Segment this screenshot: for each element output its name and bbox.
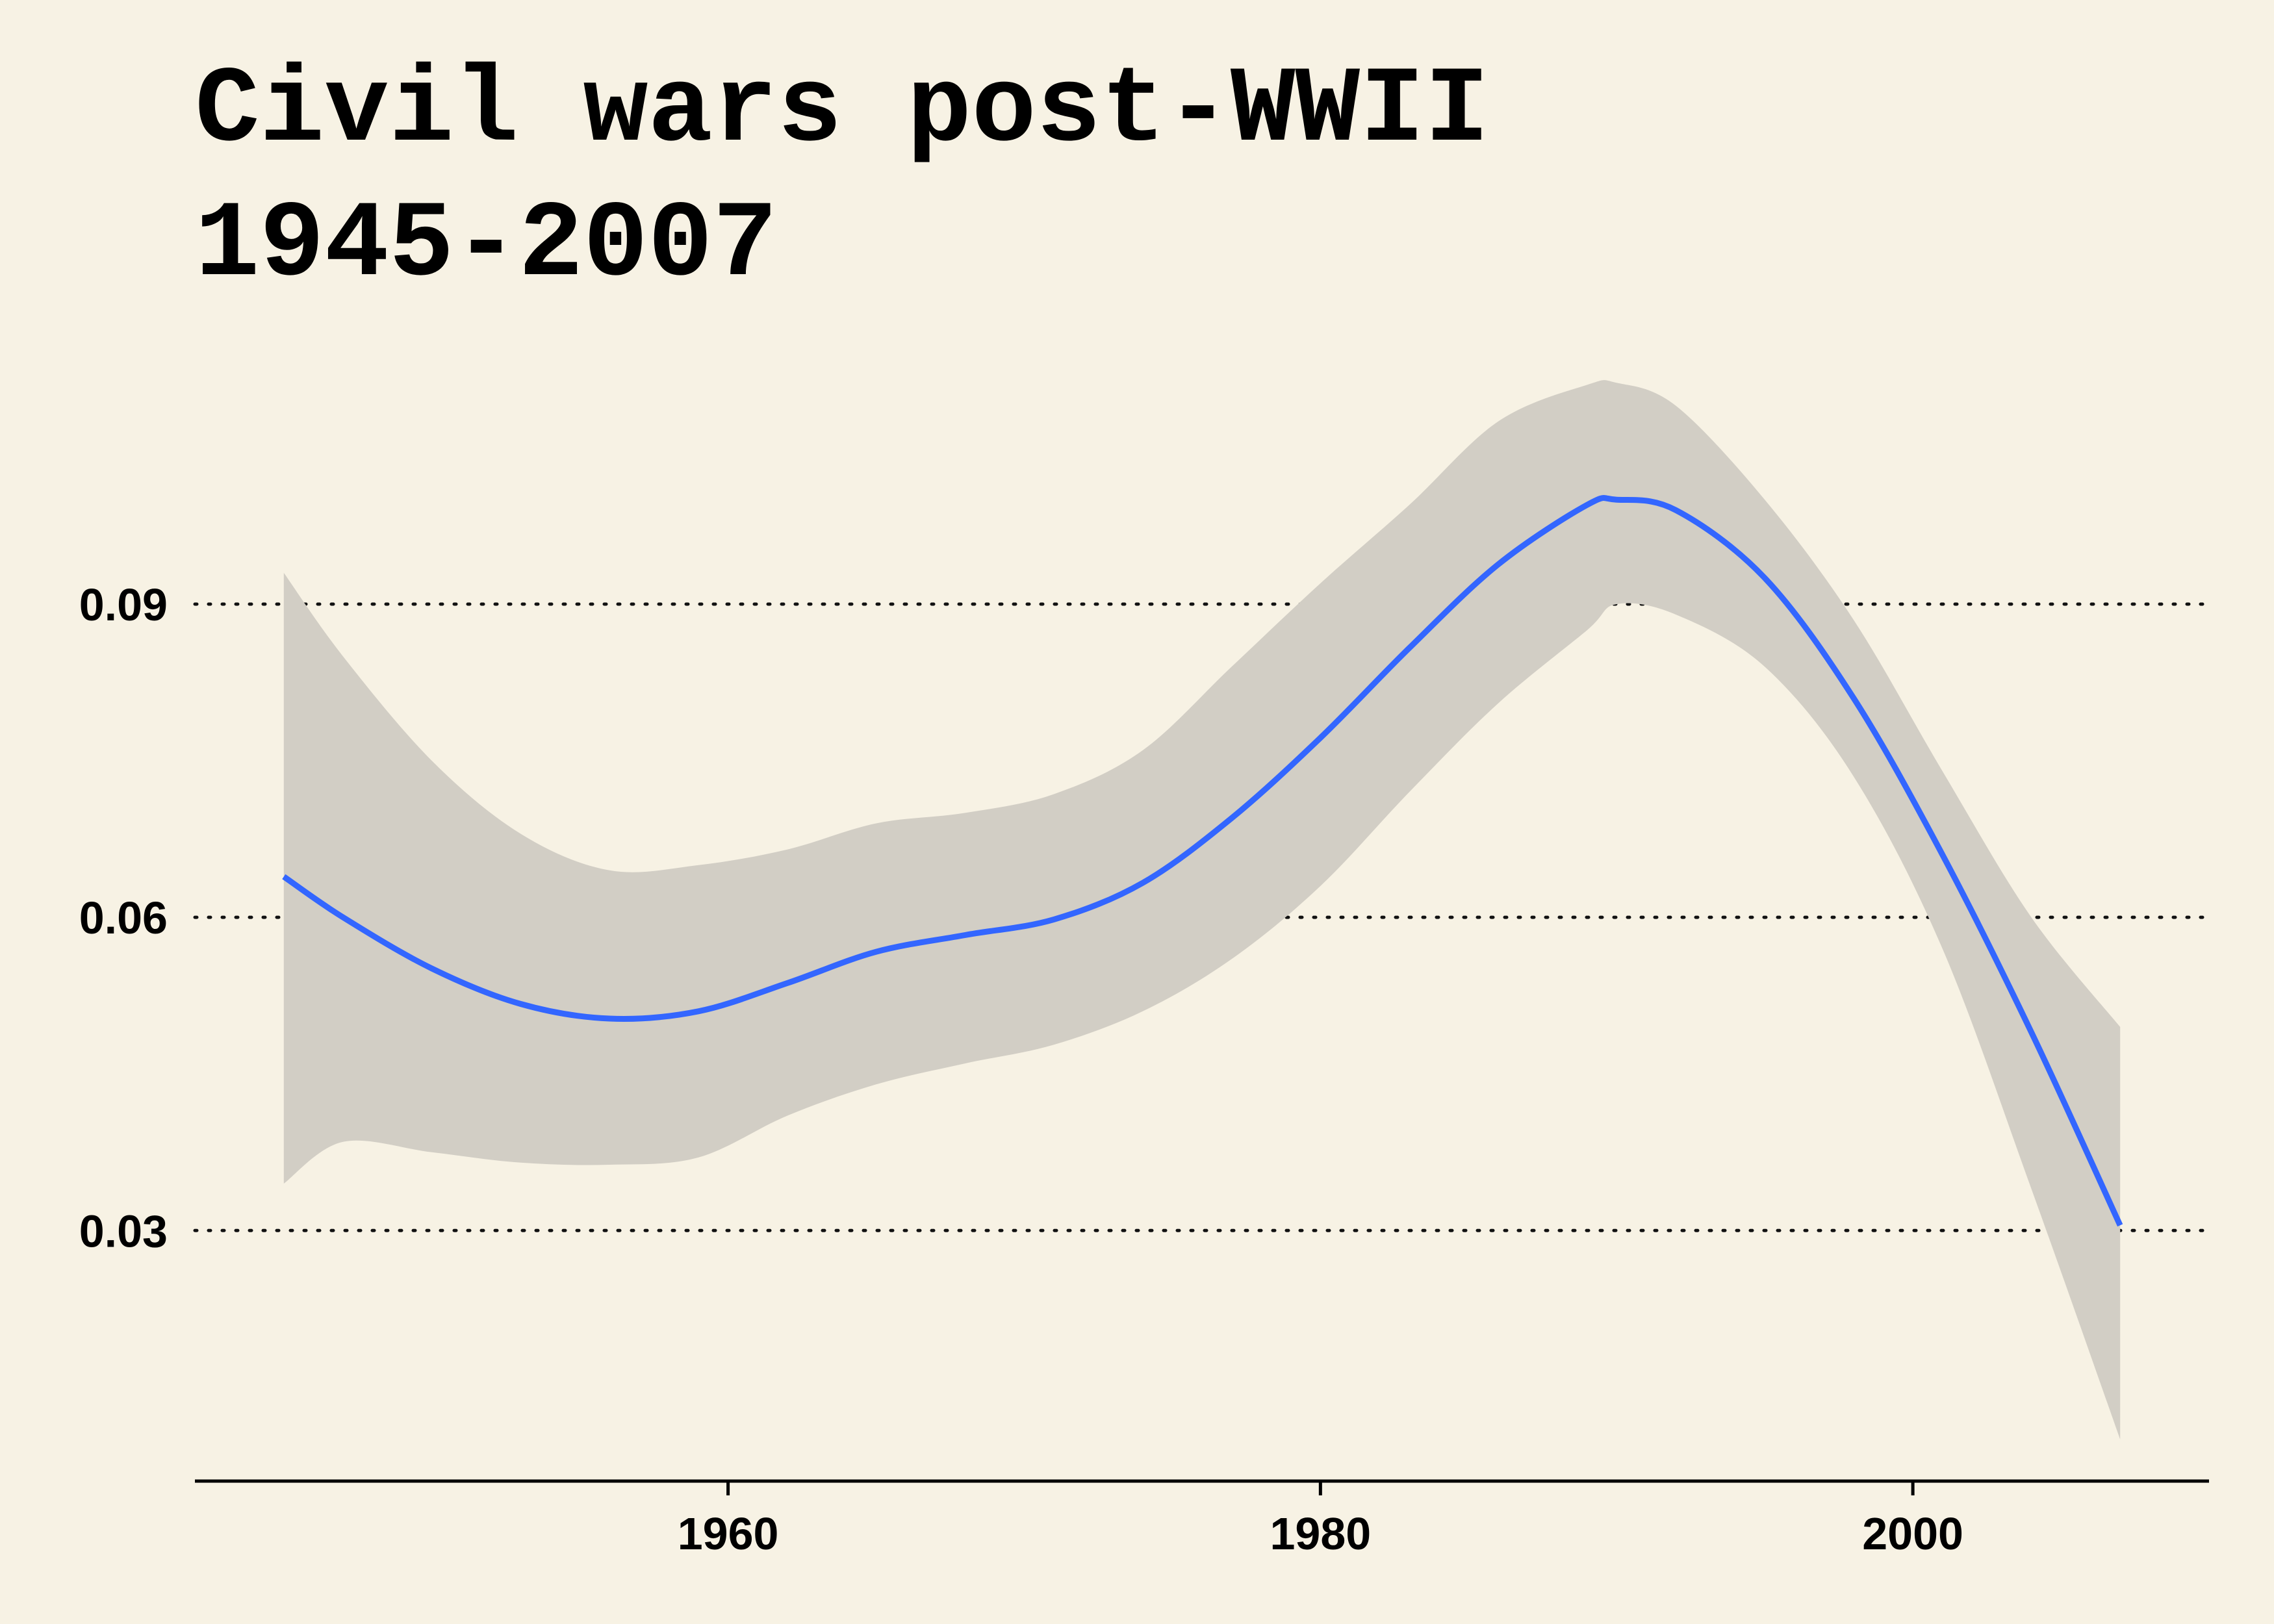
x-axis-ticks: 1960 1980 2000 [678,1481,1963,1559]
chart-subtitle: 1945-2007 [195,184,778,307]
x-tick-label: 2000 [1862,1508,1963,1559]
y-tick-label: 0.06 [79,893,168,943]
y-gridlines [193,602,2211,1232]
confidence-band [283,380,2121,1440]
smooth-line-layer [282,495,2123,1227]
x-tick-label: 1980 [1270,1508,1371,1559]
smoothed-trend-line [282,495,2123,1227]
y-tick-label: 0.09 [79,579,168,630]
x-tick-label: 1960 [678,1508,779,1559]
y-tick-label: 0.03 [79,1206,168,1256]
chart-title: Civil wars post-WWII [195,50,1489,172]
y-axis-labels: 0.03 0.06 0.09 [79,579,168,1256]
confidence-band-layer [283,380,2121,1440]
